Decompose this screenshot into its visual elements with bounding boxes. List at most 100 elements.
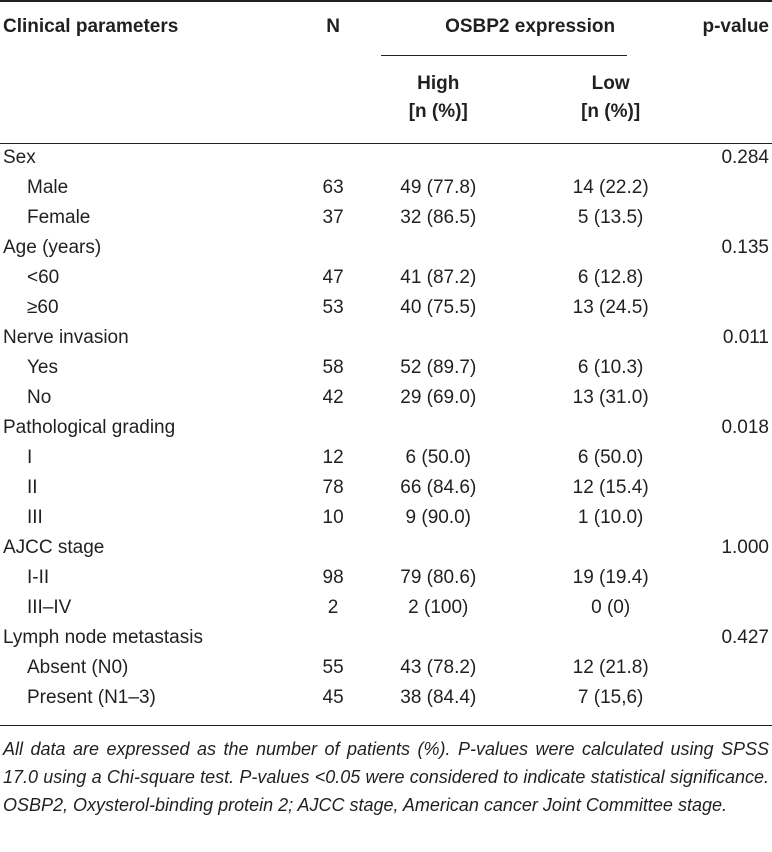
header-low-unit: [n (%)] [581,101,641,122]
cell-n: 63 [322,177,344,198]
cell-p-value: 0.135 [721,237,769,258]
cell-low: 19 (19.4) [572,567,649,588]
clinical-parameters-table: Clinical parameters N OSBP2 expression p… [0,0,772,713]
cell-low: 14 (22.2) [572,177,649,198]
table-group-row: Pathological grading 0.018 [0,413,772,443]
table-row: No 42 29 (69.0) 13 (31.0) [0,383,772,413]
cell-high: 66 (84.6) [400,477,477,498]
cell-parameter: Absent (N0) [27,657,129,678]
cell-low [519,533,703,563]
cell-high [358,533,519,563]
cell-p-value [702,293,772,323]
cell-low: 12 (21.8) [572,657,649,678]
table-row: I-II 98 79 (80.6) 19 (19.4) [0,563,772,593]
cell-low: 13 (24.5) [572,297,649,318]
cell-parameter: Lymph node metastasis [3,627,203,648]
cell-high: 40 (75.5) [400,297,477,318]
cell-parameter: Present (N1–3) [27,687,156,708]
cell-p-value: 0.011 [722,327,769,348]
cell-n: 98 [322,567,344,588]
cell-parameter: Sex [3,147,36,168]
cell-high: 38 (84.4) [400,687,477,708]
table-row: Female 37 32 (86.5) 5 (13.5) [0,203,772,233]
cell-parameter: I-II [27,567,50,588]
table-row: III–IV 2 2 (100) 0 (0) [0,593,772,623]
cell-p-value [702,203,772,233]
table-group-row: AJCC stage 1.000 [0,533,772,563]
cell-high [358,623,519,653]
cell-n [308,623,357,653]
cell-high: 6 (50.0) [405,447,472,468]
table-footnote: All data are expressed as the number of … [3,739,769,815]
cell-p-value [702,263,772,293]
cell-low: 13 (31.0) [572,387,649,408]
cell-n [308,143,357,173]
cell-high: 52 (89.7) [400,357,477,378]
cell-p-value [702,653,772,683]
cell-parameter: III [27,507,43,528]
header-row-1: Clinical parameters N OSBP2 expression p… [0,0,772,56]
header-osbp2-expression: OSBP2 expression [445,16,616,37]
cell-parameter: Nerve invasion [3,327,129,348]
cell-n [308,323,357,353]
header-low: Low [n (%)] [519,56,703,143]
cell-parameter: Pathological grading [3,417,176,438]
header-high: High [n (%)] [358,56,519,143]
cell-p-value [702,353,772,383]
cell-high: 49 (77.8) [400,177,477,198]
cell-n [308,413,357,443]
table-group-row: Lymph node metastasis 0.427 [0,623,772,653]
table-group-row: Sex 0.284 [0,143,772,173]
table-row: ≥60 53 40 (75.5) 13 (24.5) [0,293,772,323]
cell-low: 6 (10.3) [577,357,644,378]
cell-n: 55 [322,657,344,678]
cell-n: 2 [327,597,339,618]
cell-p-value: 0.427 [721,627,769,648]
table-group-row: Nerve invasion 0.011 [0,323,772,353]
cell-n: 47 [322,267,344,288]
table-group-row: Age (years) 0.135 [0,233,772,263]
cell-parameter: Age (years) [3,237,102,258]
cell-parameter: I [27,447,33,468]
cell-low: 1 (10.0) [577,507,644,528]
header-high-label: High [417,73,460,94]
cell-low [519,143,703,173]
cell-p-value [702,383,772,413]
cell-low: 7 (15,6) [577,687,644,708]
cell-high [358,233,519,263]
cell-low [519,413,703,443]
cell-p-value [702,473,772,503]
cell-p-value [702,683,772,713]
cell-high: 9 (90.0) [405,507,472,528]
cell-parameter: Yes [27,357,58,378]
cell-low [519,623,703,653]
table-row: II 78 66 (84.6) 12 (15.4) [0,473,772,503]
header-low-label: Low [591,73,630,94]
cell-p-value [702,443,772,473]
header-clinical-parameters: Clinical parameters [3,16,179,37]
table-row: Yes 58 52 (89.7) 6 (10.3) [0,353,772,383]
expression-subheader-rule [381,55,627,56]
cell-n: 58 [322,357,344,378]
cell-parameter: Female [27,207,91,228]
cell-parameter: <60 [27,267,60,288]
header-bottom-rule [0,143,772,144]
cell-n [308,533,357,563]
cell-parameter: Male [27,177,69,198]
cell-low [519,323,703,353]
table-row: Absent (N0) 55 43 (78.2) 12 (21.8) [0,653,772,683]
cell-high: 2 (100) [408,597,469,618]
header-high-unit: [n (%)] [408,101,468,122]
table-row: I 12 6 (50.0) 6 (50.0) [0,443,772,473]
header-p-value: p-value [702,16,769,37]
table-row: Present (N1–3) 45 38 (84.4) 7 (15,6) [0,683,772,713]
cell-p-value: 0.284 [721,147,769,168]
cell-parameter: II [27,477,38,498]
cell-high: 79 (80.6) [400,567,477,588]
cell-p-value [702,173,772,203]
cell-low: 0 (0) [591,597,631,618]
cell-low [519,233,703,263]
table-body: Sex 0.284 Male 63 49 (77.8) 14 (22.2) Female 37… [0,143,772,713]
cell-low: 6 (12.8) [577,267,644,288]
